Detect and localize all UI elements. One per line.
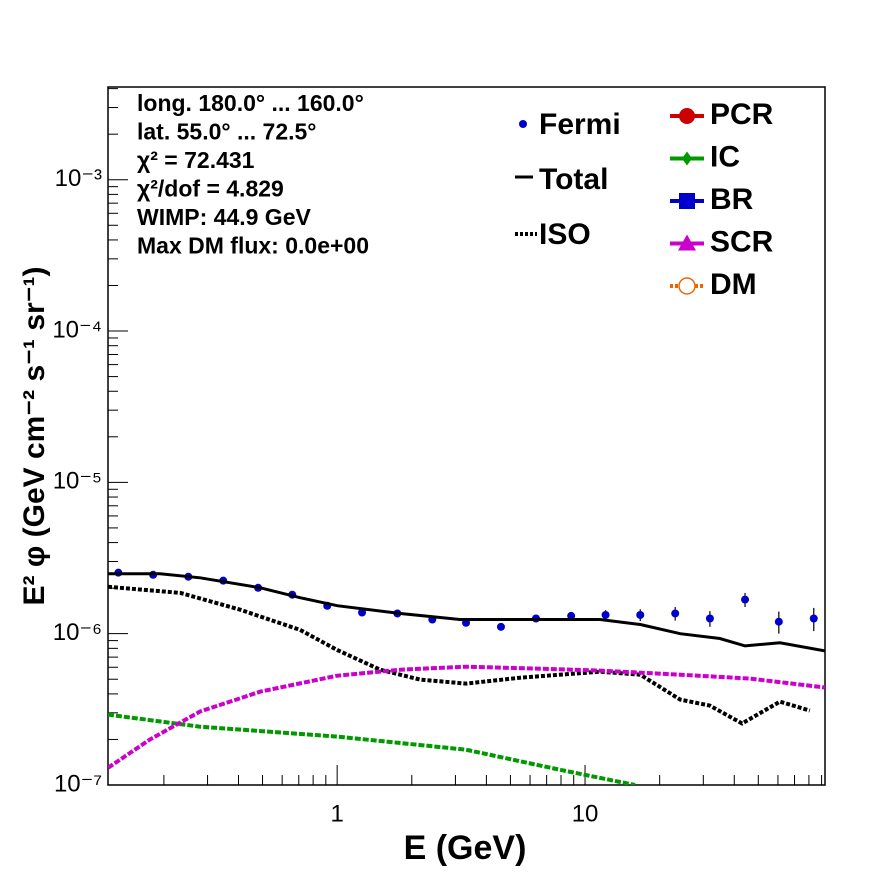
legend-label: ISO [539, 218, 591, 251]
data-point [601, 610, 610, 619]
annotation: long. 180.0° ... 160.0° [137, 90, 364, 116]
plot-area [108, 568, 825, 785]
data-point [741, 595, 750, 604]
data-point [567, 611, 576, 620]
legend-symbol [519, 120, 527, 128]
data-point [496, 622, 505, 631]
y-tick-label: 10⁻⁴ [52, 316, 102, 343]
series-line [108, 572, 825, 653]
data-point [774, 617, 783, 626]
legend-label: PCR [710, 98, 774, 131]
y-tick-label: 10⁻⁷ [54, 770, 102, 797]
x-axis-title: E (GeV) [404, 829, 527, 867]
legend-symbol [678, 277, 696, 295]
legend-label: IC [710, 140, 740, 173]
annotation: χ² = 72.431 [137, 147, 255, 173]
y-tick-label: 10⁻⁶ [53, 619, 102, 646]
plot-frame [107, 86, 826, 786]
legend-symbol [679, 108, 695, 124]
annotation: lat. 55.0° ... 72.5° [137, 119, 317, 145]
data-point [671, 609, 680, 618]
y-tick-label: 10⁻³ [55, 165, 102, 192]
legend-symbol [679, 193, 695, 209]
legend-label: BR [710, 183, 754, 216]
annotation: χ²/dof = 4.829 [137, 176, 284, 202]
y-axis-title: E² φ (GeV cm⁻² s⁻¹ sr⁻¹) [18, 266, 51, 605]
x-tick-label: 10 [572, 800, 599, 827]
legend-label: Fermi [539, 108, 621, 141]
series-line [108, 664, 825, 770]
series-line [108, 584, 811, 726]
annotation: Max DM flux: 0.0e+00 [137, 233, 369, 259]
annotation: WIMP: 44.9 GeV [137, 204, 311, 230]
legend-label: SCR [710, 225, 774, 258]
legend-symbol [682, 151, 692, 166]
data-point [809, 614, 818, 623]
legend-label: Total [539, 163, 608, 196]
x-tick-label: 1 [330, 800, 343, 827]
legend-symbol [678, 234, 696, 251]
data-point [636, 610, 645, 619]
data-point [705, 614, 714, 623]
y-tick-label: 10⁻⁵ [53, 468, 102, 495]
series-line [108, 712, 636, 785]
legend-label: DM [710, 268, 757, 301]
